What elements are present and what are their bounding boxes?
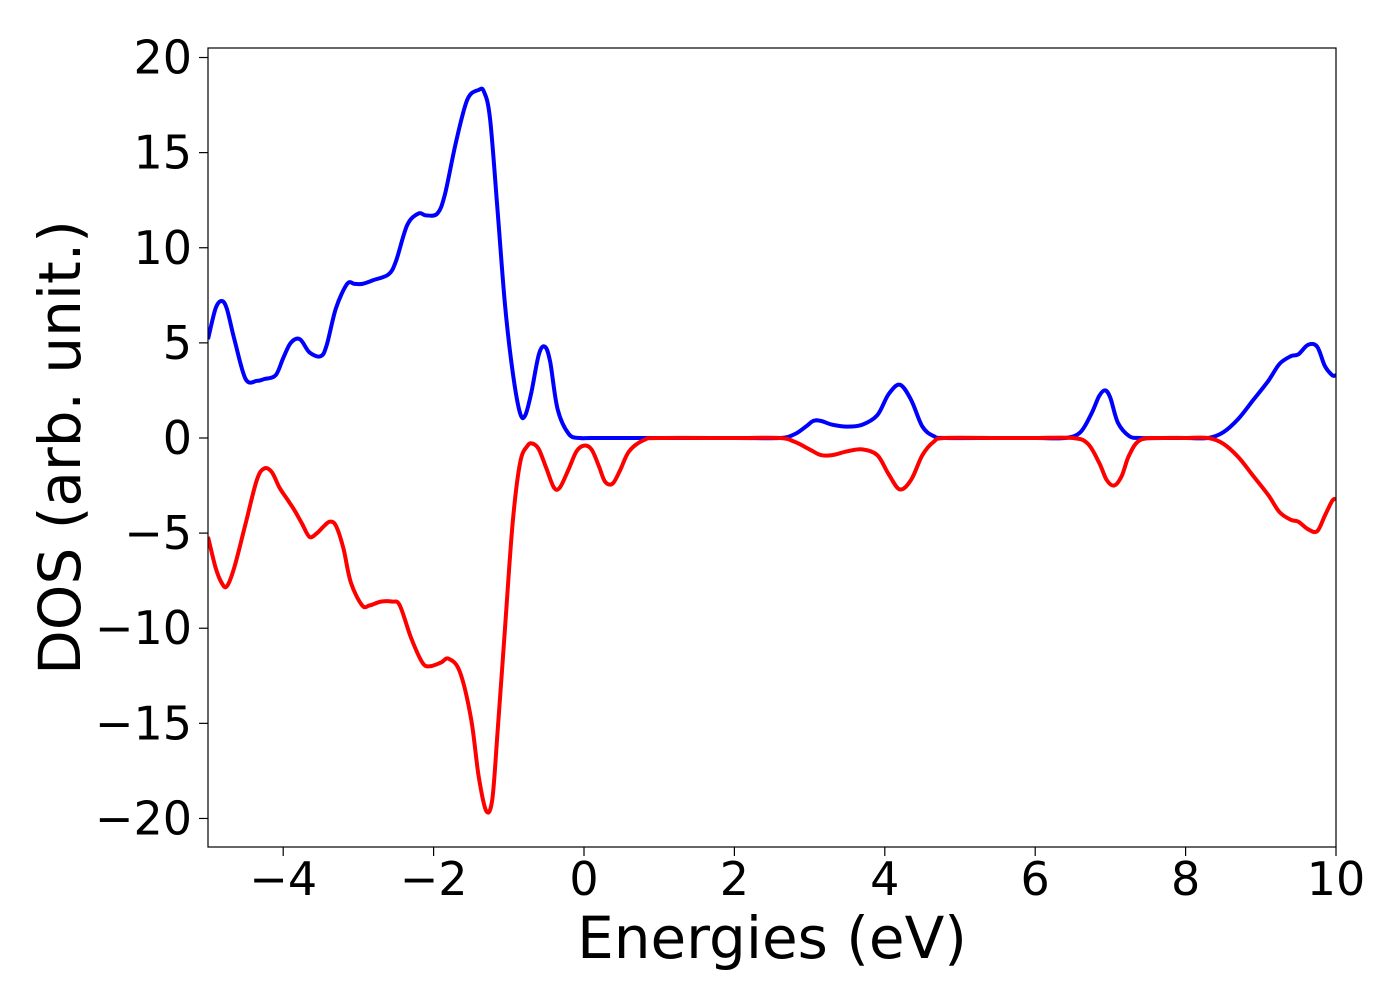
- y-tick-label: −10: [95, 601, 192, 655]
- x-tick-label: −4: [249, 852, 317, 906]
- y-tick-label: 5: [163, 316, 192, 370]
- x-tick-label: 6: [1021, 852, 1050, 906]
- y-tick-label: 0: [163, 411, 192, 465]
- y-axis-title: DOS (arb. unit.): [26, 220, 94, 675]
- x-tick-label: 0: [569, 852, 598, 906]
- y-tick-label: 20: [133, 31, 192, 85]
- y-tick-label: 10: [133, 221, 192, 275]
- x-tick-label: 4: [870, 852, 899, 906]
- x-tick-label: 10: [1307, 852, 1366, 906]
- series-line-1: [208, 435, 1336, 815]
- plot-frame: [207, 47, 1337, 848]
- x-tick-label: −2: [400, 852, 468, 906]
- y-tick-label: 15: [133, 126, 192, 180]
- series-line-0: [208, 86, 1336, 441]
- y-tick-label: −5: [124, 506, 192, 560]
- y-tick-label: −20: [95, 791, 192, 845]
- x-tick-label: 8: [1171, 852, 1200, 906]
- series-layer: [208, 86, 1336, 815]
- x-tick-label: 2: [720, 852, 749, 906]
- x-axis-title: Energies (eV): [577, 904, 967, 972]
- y-tick-label: −15: [95, 696, 192, 750]
